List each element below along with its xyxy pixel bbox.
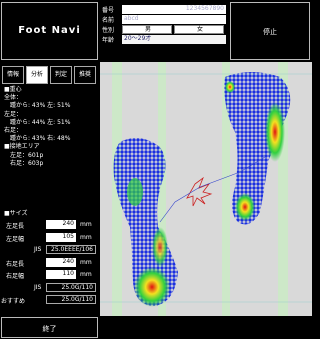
size-unit: mm bbox=[80, 221, 92, 228]
gender-option[interactable]: 男 bbox=[122, 25, 172, 34]
pressure-map bbox=[100, 62, 312, 316]
field-input[interactable]: 1234567890 bbox=[122, 5, 226, 14]
size-label: 左足長 bbox=[6, 221, 24, 230]
size-unit: mm bbox=[80, 259, 92, 266]
stop-label: 停止 bbox=[231, 27, 309, 37]
field-input[interactable]: 20～29才 bbox=[122, 35, 226, 44]
size-value: 240 bbox=[46, 220, 76, 229]
size-unit: mm bbox=[80, 271, 92, 278]
field-label: 番号 bbox=[102, 5, 114, 14]
size-value: 25.0G/110 bbox=[46, 295, 96, 304]
analysis: ■重心全体： 踵から: 43% 左: 51%左足： 踵から: 44% 左: 51… bbox=[0, 86, 98, 206]
stop-button[interactable]: 停止 bbox=[230, 2, 310, 60]
size-label: JIS bbox=[34, 246, 41, 253]
size-unit: mm bbox=[80, 234, 92, 241]
analysis-line: 踵から: 44% 左: 51% bbox=[4, 119, 70, 127]
field-input[interactable]: abcd bbox=[122, 15, 226, 24]
analysis-line: 踵から: 43% 右: 48% bbox=[4, 135, 70, 143]
analysis-line: ■接地エリア bbox=[4, 143, 40, 151]
logo-box: Foot Navi bbox=[1, 2, 98, 60]
size-title: ■サイズ bbox=[4, 210, 28, 218]
size-value: 25.0G/110 bbox=[46, 283, 96, 292]
size-value: 25.0EEEE/106 bbox=[46, 245, 96, 254]
tab[interactable]: 判定 bbox=[50, 66, 72, 84]
analysis-line: 左足： bbox=[4, 111, 22, 119]
analysis-line: ■重心 bbox=[4, 86, 22, 94]
field-label: 年齢 bbox=[102, 35, 114, 44]
field-label: 名前 bbox=[102, 15, 114, 24]
size-value: 105 bbox=[46, 233, 76, 242]
analysis-line: 右足： bbox=[4, 127, 22, 135]
exit-label: 終了 bbox=[2, 324, 97, 334]
tab[interactable]: 推奨 bbox=[74, 66, 96, 84]
tab[interactable]: 分析 bbox=[26, 66, 48, 84]
tab[interactable]: 情報 bbox=[2, 66, 24, 84]
analysis-line: 踵から: 43% 左: 51% bbox=[4, 102, 70, 110]
size-label: 左足幅 bbox=[6, 234, 24, 243]
size-value: 110 bbox=[46, 270, 76, 279]
size-label: 右足幅 bbox=[6, 271, 24, 280]
screen: Foot Navi 番号 1234567890 名前 abcd 性別男女年齢 20～29才… bbox=[0, 0, 312, 339]
gender-option[interactable]: 女 bbox=[174, 25, 224, 34]
size-panel: ■サイズ左足長 240 mm 左足幅 105 mm JIS 25.0EEEE/106 右足長 24… bbox=[0, 210, 98, 315]
size-label: JIS bbox=[34, 284, 41, 291]
size-label: おすすめ bbox=[1, 296, 25, 305]
form: 番号 1234567890 名前 abcd 性別男女年齢 20～29才 bbox=[100, 2, 228, 60]
analysis-line: 全体： bbox=[4, 94, 22, 102]
analysis-line: 右足：603p bbox=[4, 160, 43, 168]
analysis-line: 左足：601p bbox=[4, 152, 43, 160]
size-label: 右足長 bbox=[6, 259, 24, 268]
size-value: 240 bbox=[46, 258, 76, 267]
exit-button[interactable]: 終了 bbox=[1, 317, 98, 338]
field-label: 性別 bbox=[102, 25, 114, 34]
logo: Foot Navi bbox=[2, 25, 97, 36]
